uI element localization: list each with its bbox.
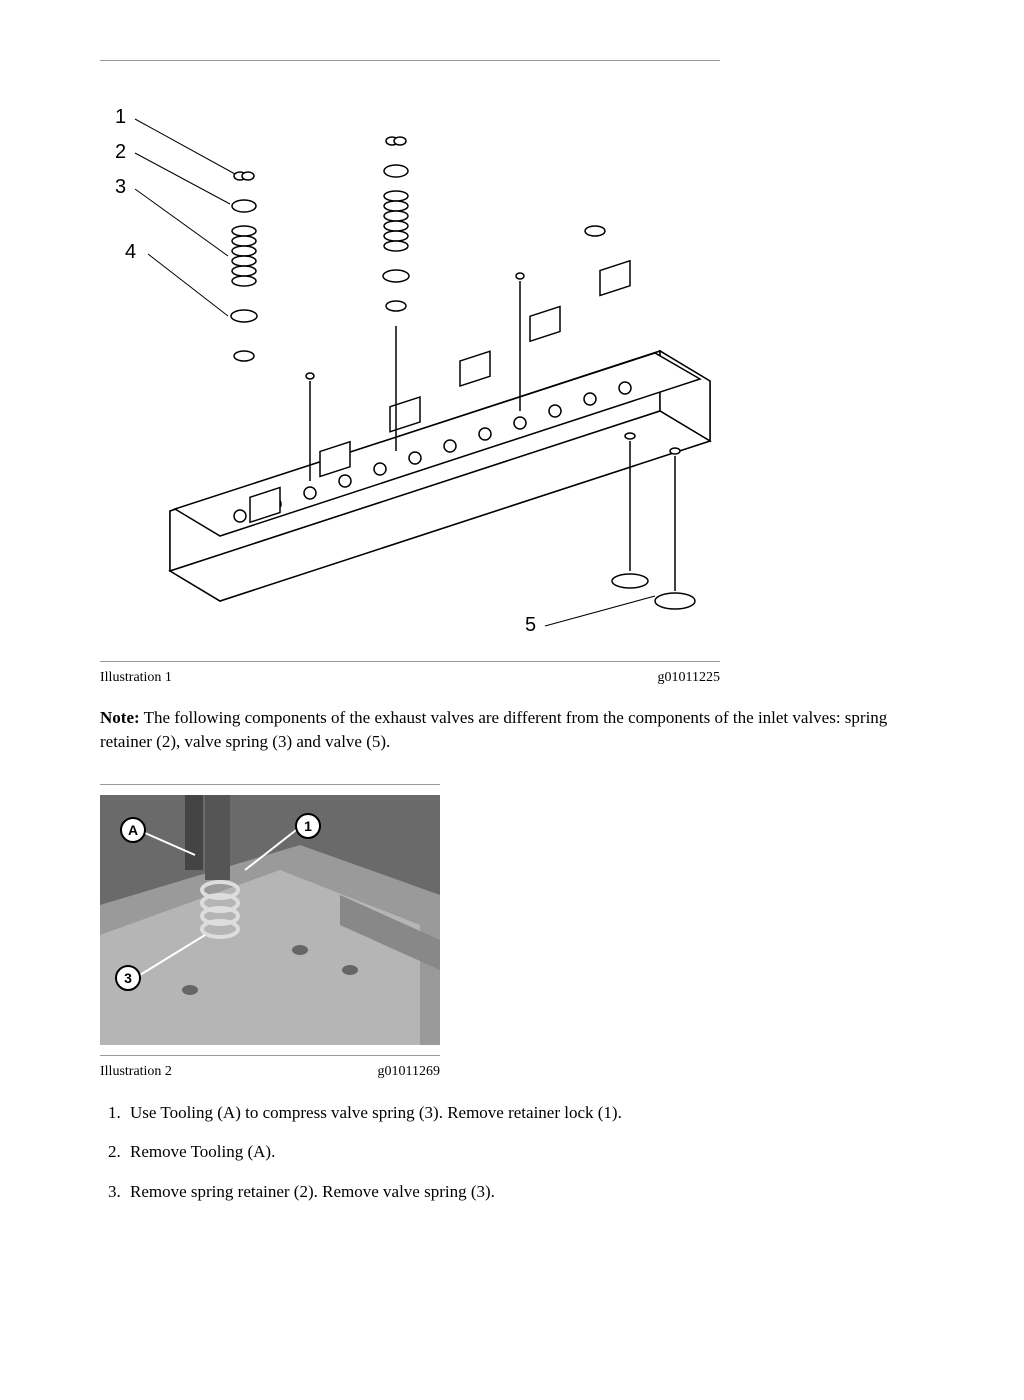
note-body: The following components of the exhaust … [100,708,887,751]
figure-2-bottom-divider [100,1055,440,1056]
figure-1-caption: Illustration 1 g01011225 [100,670,720,686]
step-2: Remove Tooling (A). [125,1139,924,1165]
step-3: Remove spring retainer (2). Remove valve… [125,1179,924,1205]
illustration-1-code: g01011225 [658,670,720,686]
callout-4: 4 [125,241,136,264]
cylinder-head-diagram: 1 2 3 4 5 [100,71,720,651]
illustration-1-label: Illustration 1 [100,670,172,686]
illustration-2-code: g01011269 [378,1064,440,1080]
figure-1: 1 2 3 4 5 Illustration 1 g01011225 [100,60,924,686]
photo-callout-1: 1 [295,813,321,839]
illustration-2-label: Illustration 2 [100,1064,172,1080]
figure-2: A 1 3 Illustration 2 g01011269 [100,784,924,1080]
procedure-steps: Use Tooling (A) to compress valve spring… [100,1100,924,1205]
tooling-photo: A 1 3 [100,795,440,1045]
figure-2-caption: Illustration 2 g01011269 [100,1064,440,1080]
photo-svg [100,795,440,1045]
callout-5: 5 [525,614,536,637]
step-1: Use Tooling (A) to compress valve spring… [125,1100,924,1126]
callout-3: 3 [115,176,126,199]
photo-callout-a: A [120,817,146,843]
exploded-view-svg [100,71,720,651]
figure-1-bottom-divider [100,661,720,662]
figure-2-top-divider [100,784,440,785]
photo-callout-3: 3 [115,965,141,991]
figure-1-top-divider [100,60,720,61]
note-prefix: Note: [100,708,140,727]
callout-1: 1 [115,106,126,129]
callout-2: 2 [115,141,126,164]
note-paragraph: Note: The following components of the ex… [100,706,924,754]
